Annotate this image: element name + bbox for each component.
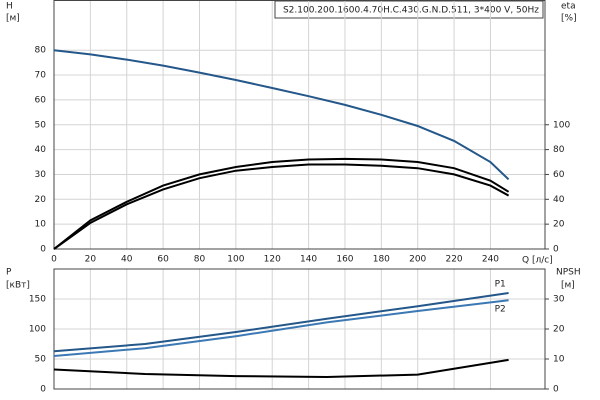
x-tick-label: 40: [121, 255, 133, 265]
y-tick-label: 0: [40, 385, 46, 395]
y2-tick-label: 0: [553, 245, 559, 255]
plot-frame: [53, 268, 546, 390]
x-tick-label: 20: [85, 255, 97, 265]
x-tick-label: 140: [300, 255, 317, 265]
y2-tick-label: 40: [553, 195, 565, 205]
y2-tick-label: 20: [553, 220, 565, 230]
series-line: [53, 292, 509, 353]
y-tick-label: 30: [35, 170, 47, 180]
plot-frame: [53, 0, 546, 250]
y2-tick-label: 60: [553, 170, 565, 180]
y2-unit: [м]: [561, 281, 575, 291]
x-tick-label: 200: [409, 255, 426, 265]
series-line: [53, 299, 509, 357]
y-label: H: [6, 2, 13, 12]
y-tick-label: 40: [35, 145, 47, 155]
y-unit: [м]: [6, 14, 20, 24]
y-tick-label: 50: [35, 120, 47, 130]
x-tick-label: 180: [373, 255, 390, 265]
y-tick-label: 60: [35, 95, 47, 105]
y2-tick-label: 100: [553, 120, 570, 130]
series-line: [53, 157, 510, 250]
y-tick-label: 80: [35, 46, 47, 56]
y2-tick-label: 80: [553, 145, 565, 155]
y-unit: [кВт]: [6, 281, 30, 291]
y2-tick-label: 20: [553, 325, 565, 335]
x-tick-label: 220: [445, 255, 462, 265]
y2-tick-label: 0: [553, 385, 559, 395]
x-label: Q [л/с]: [522, 256, 553, 266]
y-label: P: [6, 268, 12, 278]
y-tick-label: 70: [35, 71, 47, 81]
y-tick-label: 0: [40, 245, 46, 255]
x-tick-label: 160: [336, 255, 353, 265]
y2-tick-label: 10: [553, 355, 565, 365]
y2-label: NPSH: [556, 268, 581, 278]
x-tick-label: 120: [264, 255, 281, 265]
series-line: [53, 49, 510, 181]
x-tick-label: 60: [157, 255, 169, 265]
y2-tick-label: 30: [553, 295, 565, 305]
y-tick-label: 100: [29, 325, 46, 335]
x-tick-label: 80: [194, 255, 206, 265]
y-tick-label: 50: [35, 355, 47, 365]
series-label: P1: [495, 280, 506, 290]
y2-unit: [%]: [561, 14, 577, 24]
series-line: [53, 163, 510, 250]
y-tick-label: 20: [35, 195, 47, 205]
y-tick-label: 150: [29, 295, 46, 305]
chart-title: S2.100.200.1600.4.70H.C.430.G.N.D.511, 3…: [283, 6, 539, 16]
series-label: P2: [495, 305, 506, 315]
x-tick-label: 100: [227, 255, 244, 265]
y2-label: eta: [561, 2, 576, 12]
series-line: [53, 358, 509, 379]
y-tick-label: 10: [35, 220, 47, 230]
x-tick-label: 240: [482, 255, 499, 265]
x-tick-label: 0: [51, 255, 57, 265]
